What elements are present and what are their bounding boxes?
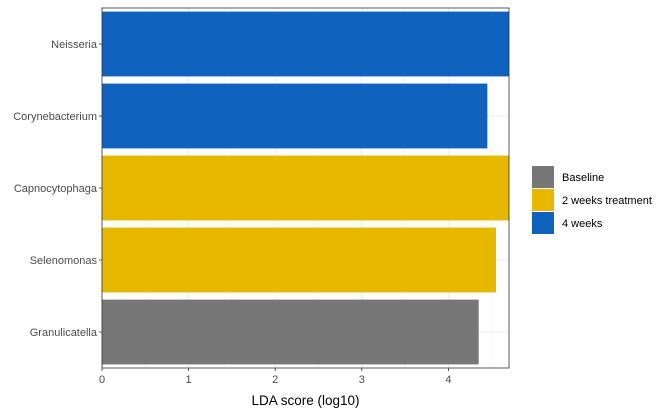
x-axis: 0 1 2 3 4 [99, 368, 451, 386]
x-axis-title: LDA score (log10) [251, 393, 359, 408]
y-tick-label: Granulicatella [30, 327, 98, 339]
y-tick-label: Selenomonas [30, 255, 98, 267]
bar-selenomonas [102, 227, 497, 293]
bar-corynebacterium [102, 83, 488, 149]
bar-neisseria [102, 11, 509, 77]
y-axis: Neisseria Corynebacterium Capnocytophaga Se… [13, 39, 102, 339]
x-tick-label: 2 [272, 374, 278, 386]
legend-label: Baseline [562, 172, 604, 184]
legend-label: 2 weeks treatment [562, 195, 652, 207]
legend-key [532, 212, 554, 234]
x-tick-label: 0 [99, 374, 105, 386]
y-tick-label: Capnocytophaga [14, 183, 98, 195]
x-tick-label: 1 [186, 374, 192, 386]
legend: Baseline 2 weeks treatment 4 weeks [532, 166, 652, 234]
legend-label: 4 weeks [562, 218, 603, 230]
y-tick-label: Neisseria [51, 39, 98, 51]
bars [102, 11, 509, 365]
x-tick-label: 3 [359, 374, 365, 386]
y-tick-label: Corynebacterium [13, 111, 97, 123]
bar-capnocytophaga [102, 155, 509, 221]
legend-key [532, 166, 554, 188]
bar-granulicatella [102, 299, 479, 365]
legend-key [532, 189, 554, 211]
x-tick-label: 4 [445, 374, 451, 386]
